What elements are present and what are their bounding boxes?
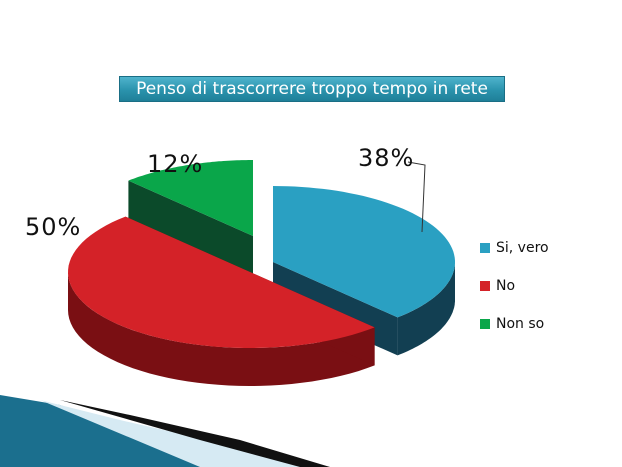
slice-si-vero-wall — [397, 262, 455, 356]
legend-label: Non so — [496, 316, 545, 332]
slice-no — [68, 216, 375, 348]
slice-si-vero — [273, 186, 455, 318]
pct-label-si-vero: 38% — [358, 144, 415, 172]
pie-slices — [68, 160, 455, 386]
chart-title: Penso di trascorrere troppo tempo in ret… — [119, 76, 505, 102]
pct-label-non-so: 12% — [147, 150, 204, 178]
slice-no-wall — [68, 272, 375, 386]
legend-label: Si, vero — [496, 240, 549, 256]
decorative-corner — [0, 395, 330, 467]
legend-swatch-no — [480, 281, 490, 291]
slice-non-so-cut-0 — [128, 180, 253, 274]
pct-label-no: 50% — [25, 213, 82, 241]
slice-non-so — [128, 160, 253, 236]
leader-line-si-vero — [407, 161, 426, 233]
legend-label: No — [496, 278, 516, 294]
legend-swatch-si-vero — [480, 243, 490, 253]
legend-swatch-non-so — [480, 319, 490, 329]
